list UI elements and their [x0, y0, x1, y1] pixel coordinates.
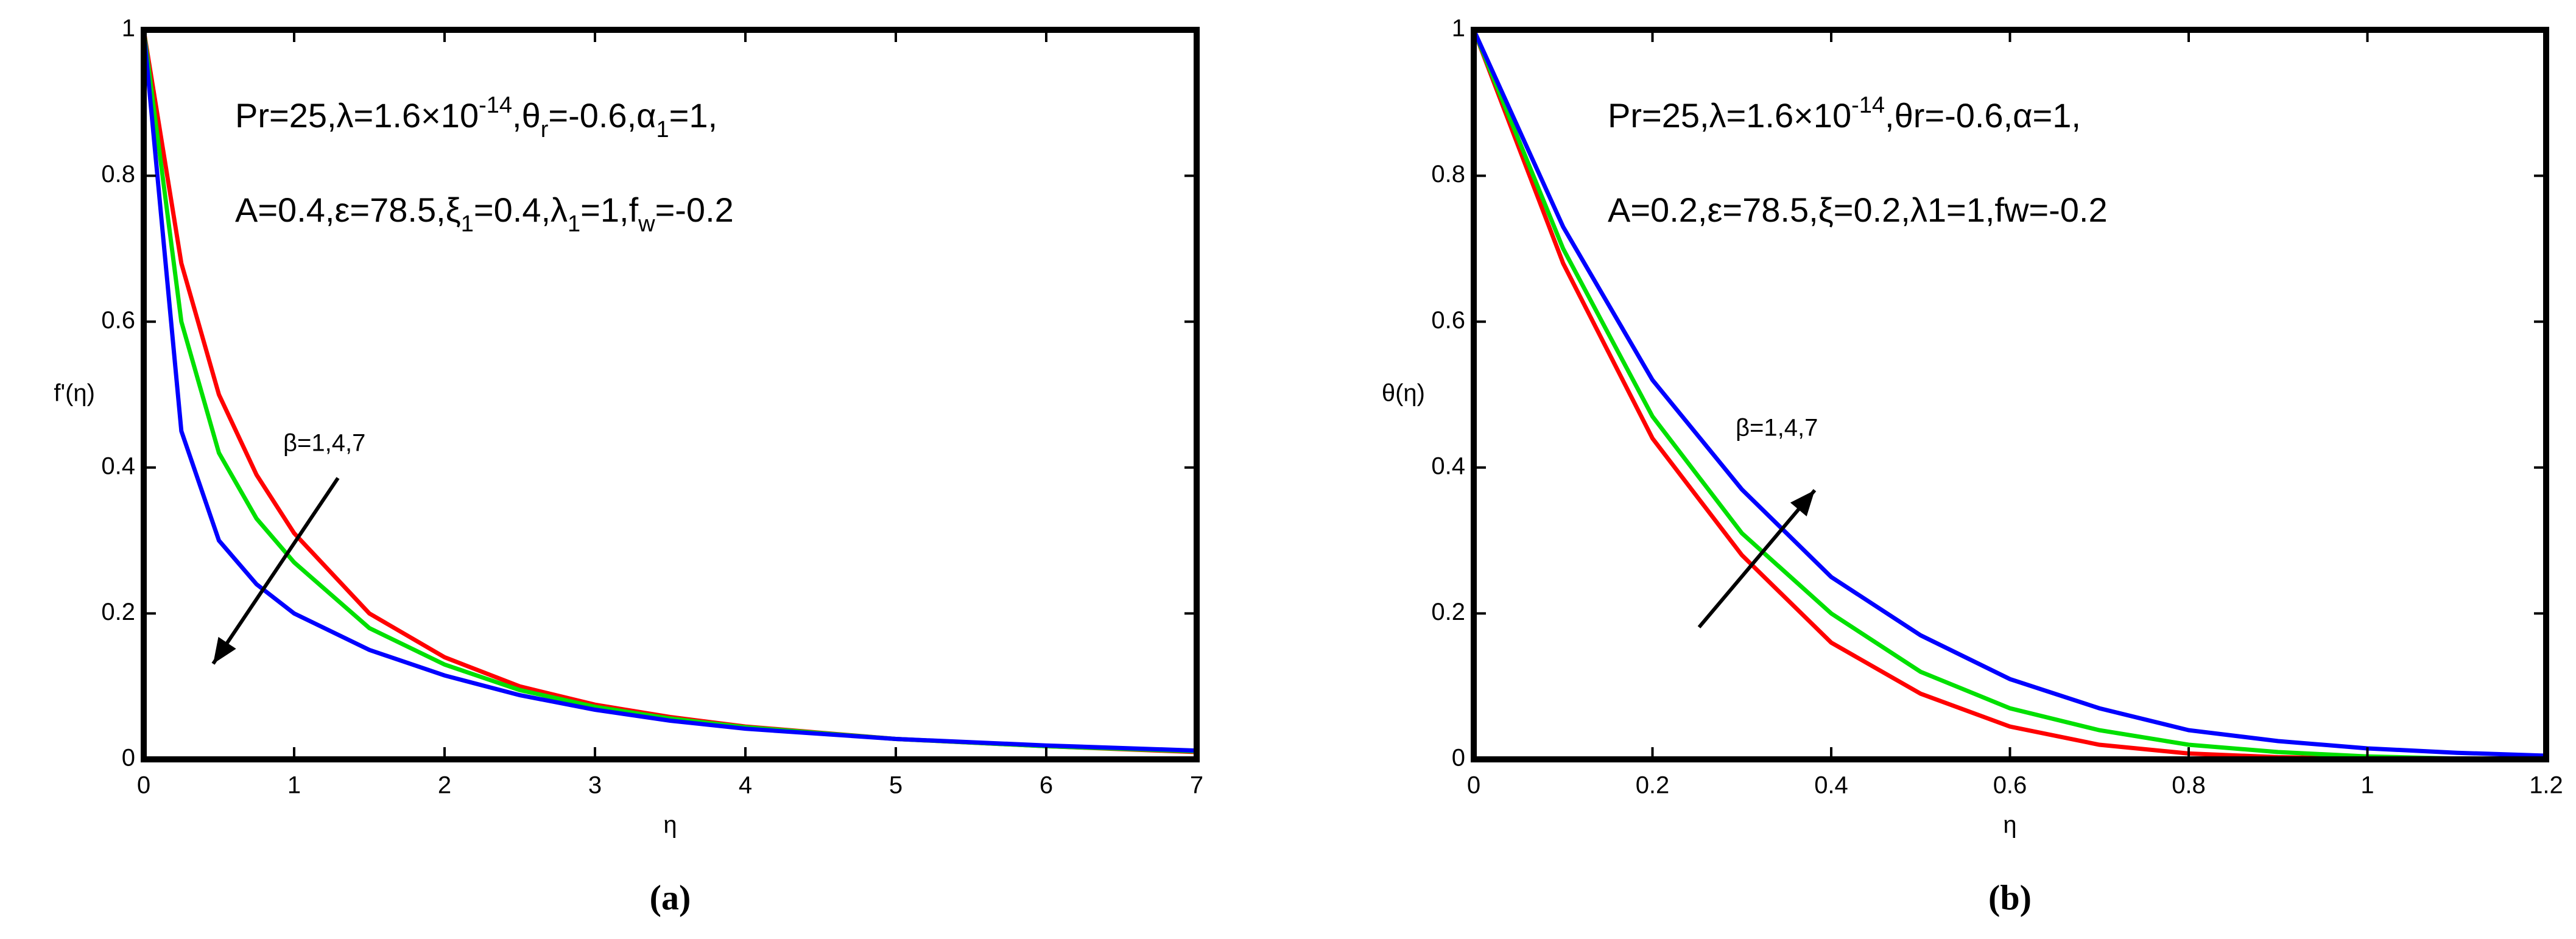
data-line [141, 29, 1197, 754]
annotation-part: r [541, 117, 549, 142]
annotation-part: ,θ [512, 96, 541, 135]
y-tick-label: 0.8 [101, 161, 135, 188]
annotation: Pr=25,λ=1.6×10-14,θr=-0.6,α1=1, [235, 93, 717, 142]
data-line [1471, 29, 2546, 762]
annotation-part: A=0.2,ε=78.5,ξ=0.2,λ1=1,fw=-0.2 [1608, 191, 2108, 229]
y-tick-label: 0.6 [101, 307, 135, 334]
arrow-head [1790, 490, 1815, 516]
annotation-part: =-0.6,α [548, 96, 656, 135]
x-tick-label: 0.6 [1993, 772, 2027, 799]
arrow [211, 477, 340, 665]
y-tick-label: 1 [122, 15, 135, 42]
y-tick-label: 0 [1452, 745, 1465, 772]
y-tick-label: 0.8 [1431, 161, 1465, 188]
annotation: A=0.4,ε=78.5,ξ1=0.4,λ1=1,fw=-0.2 [235, 191, 734, 237]
annotation-part: Pr=25,λ=1.6×10 [1608, 96, 1851, 135]
y-tick-label: 0.2 [101, 599, 135, 625]
y-tick-label: 0.4 [101, 452, 135, 479]
y-axis-label: f'(η) [54, 380, 95, 407]
caption: (a) [650, 877, 691, 917]
annotation: Pr=25,λ=1.6×10-14,θr=-0.6,α=1, [1608, 93, 2081, 135]
x-tick-label: 3 [588, 772, 602, 799]
x-axis-label: η [663, 812, 677, 839]
annotation: A=0.2,ε=78.5,ξ=0.2,λ1=1,fw=-0.2 [1608, 191, 2108, 229]
annotation-part: 1 [461, 211, 474, 237]
x-tick-label: 2 [438, 772, 451, 799]
y-tick-label: 0.6 [1431, 307, 1465, 334]
y-tick-label: 0.4 [1431, 452, 1465, 479]
annotation-part: -14 [1851, 93, 1885, 118]
data-line [1471, 29, 2547, 758]
annotation-part: =1, [669, 96, 717, 135]
annotation-part: ,θr=-0.6,α=1, [1885, 96, 2081, 135]
arrow-label: β=1,4,7 [283, 430, 365, 457]
annotation-part: =0.4,λ [474, 191, 568, 229]
annotation-part: Pr=25,λ=1.6×10 [235, 96, 479, 135]
annotation-part: 1 [568, 211, 580, 237]
annotation-part: =1,f [580, 191, 638, 229]
x-tick-label: 6 [1040, 772, 1053, 799]
y-tick-label: 0.2 [1431, 599, 1465, 625]
annotation-part: -14 [479, 93, 512, 118]
x-tick-label: 1 [287, 772, 301, 799]
annotation-part: A=0.4,ε=78.5,ξ [235, 191, 461, 229]
x-axis-label: η [2003, 812, 2016, 839]
y-tick-label: 1 [1452, 15, 1465, 42]
x-tick-label: 0.2 [1636, 772, 1670, 799]
y-tick-label: 0 [122, 745, 135, 772]
annotation-part: =-0.2 [655, 191, 734, 229]
arrow [1697, 489, 1817, 628]
x-tick-label: 0 [137, 772, 150, 799]
arrow-label: β=1,4,7 [1736, 415, 1818, 441]
arrow-head [213, 636, 236, 664]
annotation-part: 1 [656, 117, 669, 142]
x-tick-label: 4 [739, 772, 752, 799]
x-tick-label: 7 [1190, 772, 1203, 799]
plot-frame [1471, 27, 2549, 762]
x-tick-label: 0 [1467, 772, 1480, 799]
x-tick-label: 5 [889, 772, 903, 799]
x-tick-label: 0.4 [1814, 772, 1848, 799]
y-axis-label: θ(η) [1382, 380, 1425, 407]
x-tick-label: 1 [2360, 772, 2374, 799]
data-line [1471, 29, 2547, 762]
annotation-part: w [638, 211, 655, 237]
caption: (b) [1988, 877, 2032, 917]
data-line [141, 29, 1197, 753]
plot-frame [141, 27, 1200, 762]
x-tick-label: 0.8 [2172, 772, 2206, 799]
x-tick-label: 1.2 [2529, 772, 2563, 799]
data-line [141, 29, 1197, 754]
